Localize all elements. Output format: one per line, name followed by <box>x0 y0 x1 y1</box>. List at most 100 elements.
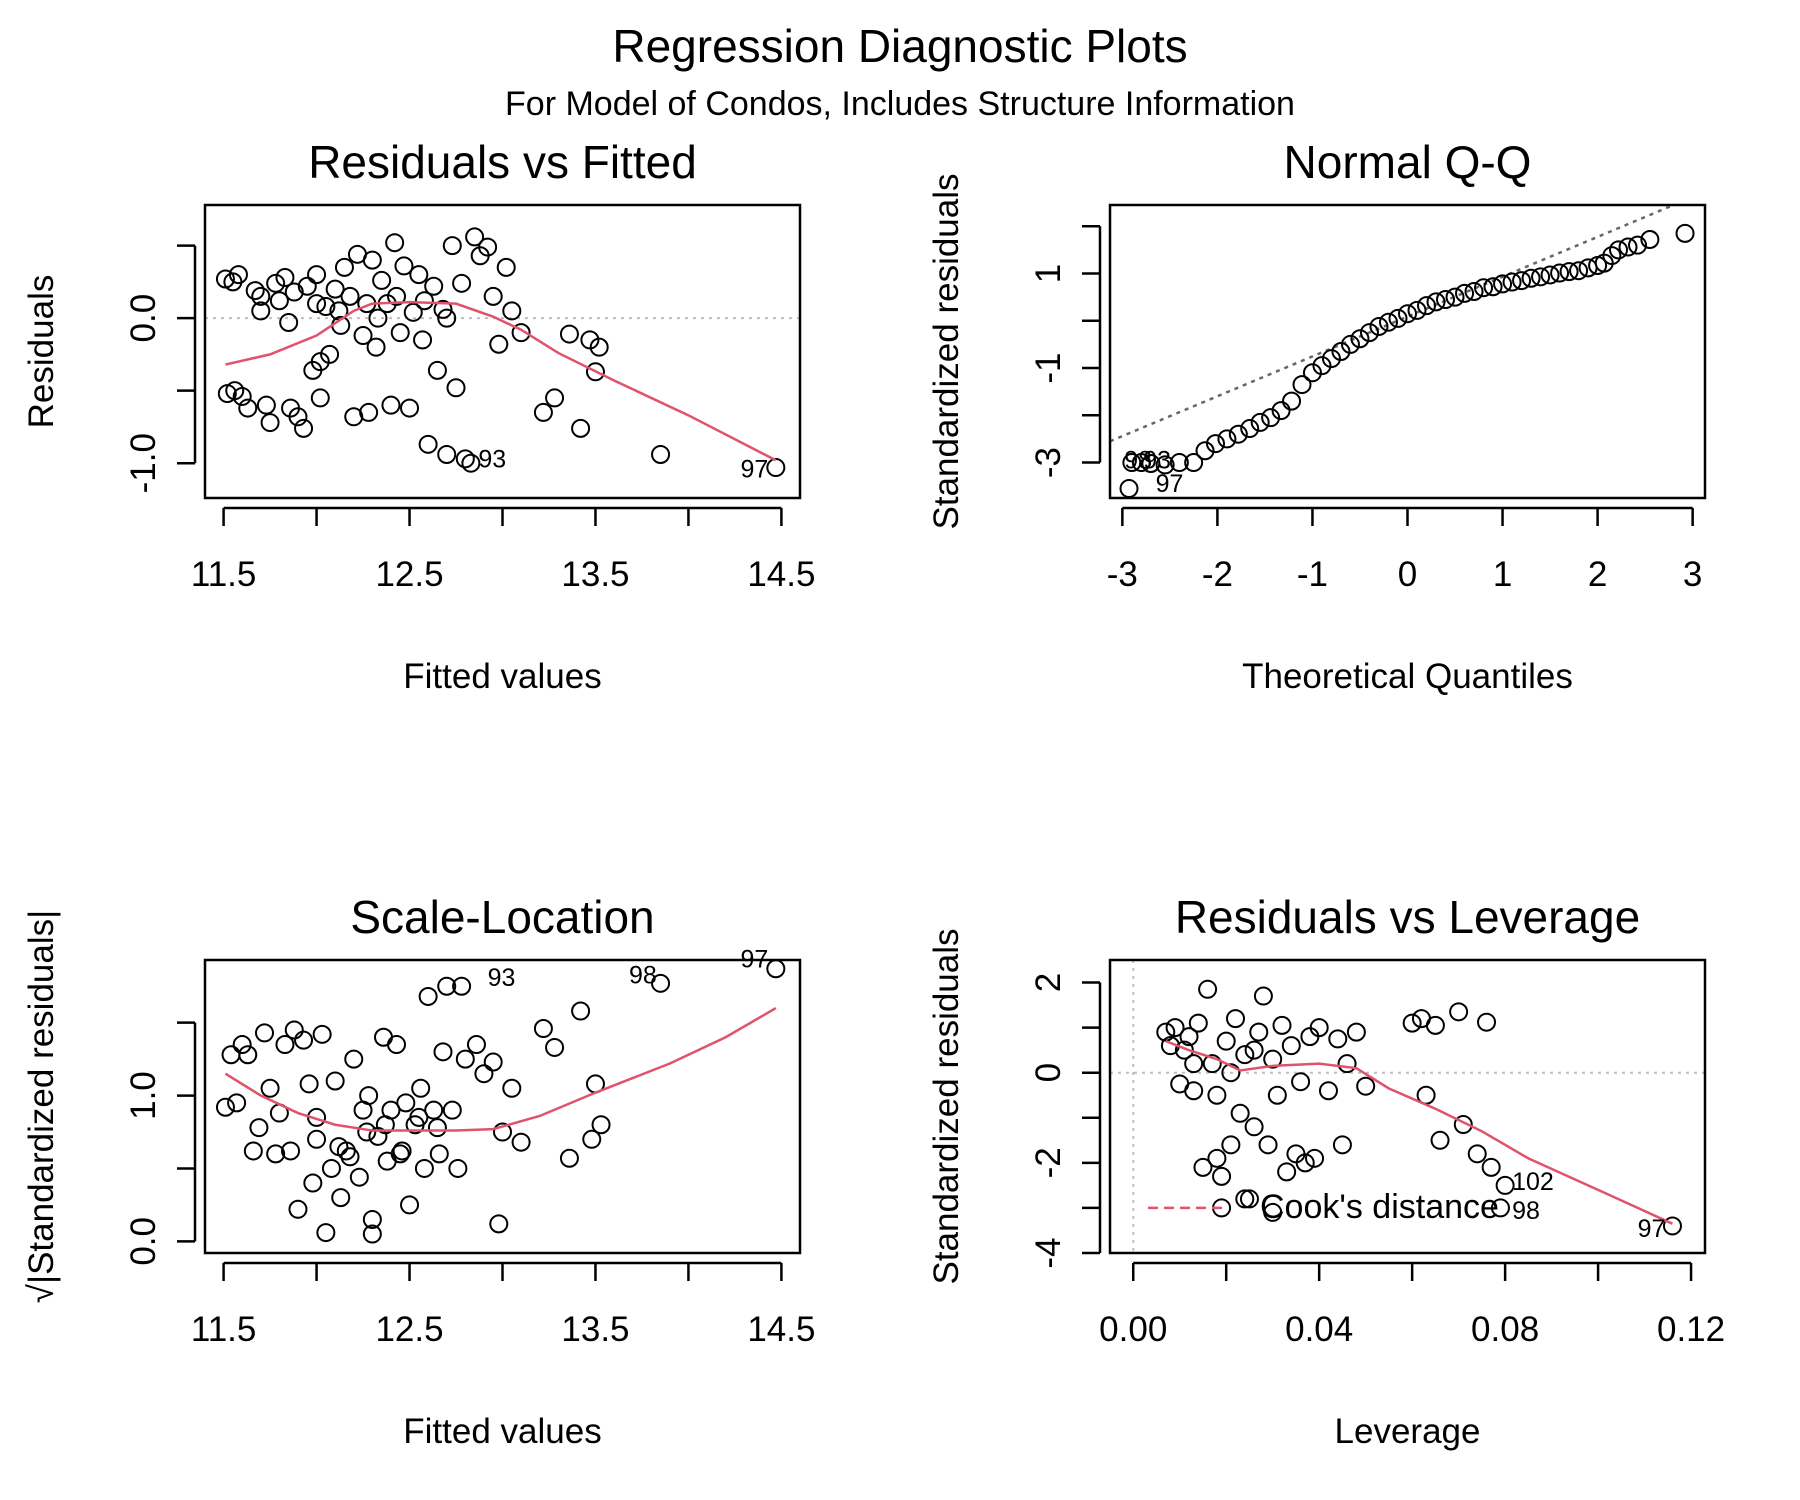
data-point <box>465 227 485 247</box>
data-point <box>1263 1049 1283 1069</box>
data-point <box>256 395 276 415</box>
data-point <box>1407 300 1427 320</box>
panel-title: Residuals vs Fitted <box>308 136 697 188</box>
data-point <box>227 1093 247 1113</box>
y-axis: -3 -1 1 <box>1029 225 1102 478</box>
data-point <box>279 312 299 332</box>
data-point <box>387 286 407 306</box>
x-tick-label: 0.08 <box>1471 1310 1539 1349</box>
data-point <box>1483 277 1503 297</box>
data-point <box>493 1122 512 1142</box>
data-point <box>1198 979 1218 999</box>
x-tick-label: 2 <box>1588 555 1607 594</box>
point-label: 98 <box>629 961 657 989</box>
data-point <box>1340 334 1360 354</box>
data-point <box>1235 1045 1255 1065</box>
data-point <box>437 308 457 328</box>
data-point <box>414 291 434 311</box>
data-point <box>1328 1029 1348 1049</box>
data-point <box>571 1001 591 1021</box>
data-point <box>1512 271 1532 291</box>
data-point <box>424 276 444 296</box>
data-point <box>307 265 327 285</box>
data-point <box>344 1049 364 1069</box>
data-point <box>511 1132 531 1152</box>
data-point <box>1207 1148 1227 1168</box>
data-point <box>1398 304 1417 324</box>
data-point <box>1207 1085 1227 1105</box>
data-point <box>1402 1013 1422 1033</box>
panel-title: Normal Q-Q <box>1284 136 1532 188</box>
data-point <box>275 268 295 288</box>
data-point <box>368 308 388 328</box>
data-point <box>400 398 420 418</box>
data-point <box>1122 453 1142 473</box>
x-tick-label: 11.5 <box>191 1310 257 1349</box>
data-point <box>1628 235 1648 255</box>
data-point <box>1640 229 1660 249</box>
data-point <box>1184 1081 1204 1101</box>
data-point <box>331 1188 351 1208</box>
data-point <box>251 301 271 321</box>
data-point <box>414 1158 434 1178</box>
data-point <box>1295 1153 1315 1173</box>
data-point <box>1261 408 1281 428</box>
data-point <box>411 1078 431 1098</box>
data-point <box>284 1020 304 1040</box>
data-point <box>288 1199 308 1219</box>
data-point <box>489 1214 509 1234</box>
data-point <box>1378 312 1398 332</box>
data-point <box>288 407 308 427</box>
data-point <box>483 286 503 306</box>
point-label: 93 <box>488 964 516 992</box>
data-point <box>1559 262 1579 282</box>
data-point <box>1346 1022 1366 1042</box>
data-point <box>1258 1135 1278 1155</box>
plot-frame <box>1108 203 1707 500</box>
smooth-line <box>224 1007 777 1132</box>
data-point <box>1337 1054 1357 1074</box>
data-point <box>1221 1135 1241 1155</box>
figure-title: Regression Diagnostic Plots <box>612 20 1188 72</box>
data-point <box>433 1042 453 1062</box>
data-point <box>474 1064 494 1084</box>
data-point <box>1609 240 1629 260</box>
data-point <box>1490 1198 1510 1218</box>
data-point <box>1430 1130 1450 1150</box>
point-label: 102 <box>1512 1168 1554 1196</box>
x-tick-label: 3 <box>1683 555 1702 594</box>
data-point <box>312 1024 332 1044</box>
data-point <box>294 418 314 438</box>
smooth-line <box>1165 1039 1673 1225</box>
y-axis: 0.0 1.0 <box>124 1021 197 1266</box>
data-point <box>489 334 509 354</box>
data-point <box>366 337 386 357</box>
y-tick-label: 1 <box>1029 264 1068 283</box>
data-point <box>651 444 671 464</box>
x-tick-label: 12.5 <box>375 1310 443 1349</box>
x-axis: 11.5 12.5 13.5 14.5 <box>191 1261 815 1349</box>
data-point <box>1369 316 1389 336</box>
x-tick-label: 0.00 <box>1099 1310 1167 1349</box>
data-point <box>284 282 304 302</box>
point-label: 97 <box>1156 470 1184 498</box>
y-tick-label: -3 <box>1029 447 1068 478</box>
data-point <box>381 395 401 415</box>
data-point <box>1244 1117 1264 1137</box>
data-point <box>1445 287 1465 307</box>
data-point <box>589 337 609 357</box>
data-point <box>316 297 336 317</box>
data-point <box>1131 453 1151 473</box>
data-point <box>1305 1148 1325 1168</box>
x-tick-label: -3 <box>1107 555 1138 594</box>
point-label: 93 <box>478 446 506 474</box>
data-point <box>1426 292 1446 312</box>
data-point <box>377 1151 397 1171</box>
data-point <box>1309 1018 1329 1038</box>
data-point <box>1239 1189 1259 1209</box>
data-point <box>582 1129 602 1149</box>
data-point <box>243 1141 263 1161</box>
data-point <box>294 1030 314 1050</box>
